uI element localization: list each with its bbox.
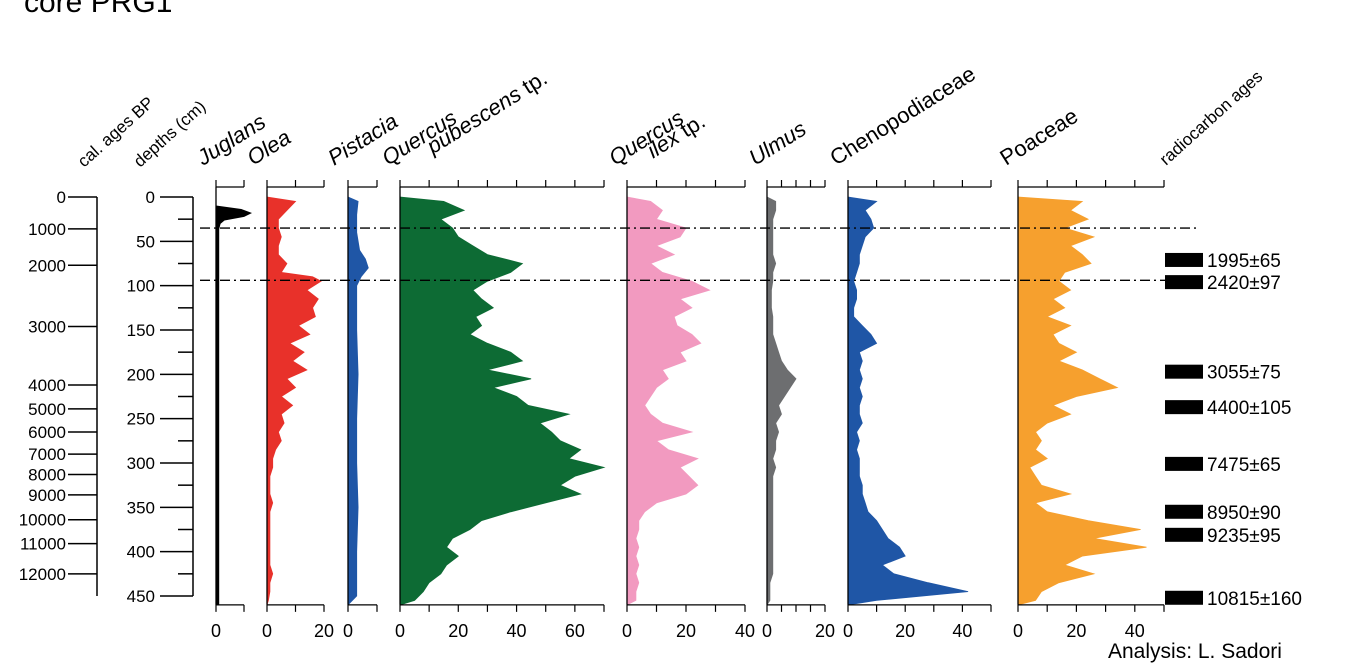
cal-age-tick-label: 2000	[28, 256, 66, 275]
cal-age-tick-label: 8000	[28, 466, 66, 485]
quercus-ilex-tp-tick-label: 40	[735, 621, 755, 641]
olea-tick-label: 20	[314, 621, 334, 641]
depth-tick-label: 100	[127, 277, 155, 296]
radiocarbon-date-label: 8950±90	[1207, 503, 1281, 524]
radiocarbon-date-bar	[1165, 252, 1203, 267]
poaceae-tick-label: 20	[1066, 621, 1086, 641]
radiocarbon-date-bar	[1165, 527, 1203, 542]
cal-age-tick-label: 12000	[19, 565, 66, 584]
radiocarbon-date-label: 3055±75	[1207, 363, 1281, 384]
quercus-pubescens-tp-area	[399, 196, 606, 606]
radiocarbon-date-bar	[1165, 456, 1203, 471]
depth-tick-label: 0	[146, 188, 155, 207]
ulmus-label-part: Ulmus	[744, 116, 810, 170]
radiocarbon-date-bar	[1165, 275, 1203, 290]
radiocarbon-date-label: 7475±65	[1207, 455, 1281, 476]
chart-title: core PRG1	[24, 0, 173, 19]
radiocarbon-date-bar	[1165, 504, 1203, 519]
radiocarbon-date-label: 10815±160	[1207, 589, 1302, 610]
depth-tick-label: 50	[136, 232, 155, 251]
chenopodiaceae-tick-label: 20	[895, 621, 915, 641]
depth-tick-label: 150	[127, 321, 155, 340]
ulmus-label: Ulmus	[744, 116, 810, 170]
cal-age-tick-label: 10000	[19, 511, 66, 530]
ulmus-area	[766, 196, 797, 607]
analysis-credit: Analysis: L. Sadori	[1108, 640, 1282, 663]
quercus-pubescens-tp-label: Quercuspubescens tp.	[377, 53, 551, 182]
cal-age-tick-label: 5000	[28, 400, 66, 419]
radiocarbon-ages-label: radiocarbon ages	[1156, 67, 1266, 169]
poaceae-label: Poaceae	[995, 103, 1082, 170]
radiocarbon-date-bar	[1165, 590, 1203, 605]
depth-tick-label: 400	[127, 543, 155, 562]
cal-age-tick-label: 11000	[20, 535, 66, 554]
quercus-ilex-tp-area	[626, 196, 711, 606]
quercus-ilex-tp-label: Quercusilex tp.	[604, 96, 709, 182]
radiocarbon-date-label: 4400±105	[1207, 398, 1291, 419]
radiocarbon-date-bar	[1165, 400, 1203, 415]
quercus-pubescens-tp-tick-label: 0	[395, 621, 405, 641]
depth-tick-label: 450	[127, 587, 155, 606]
quercus-ilex-tp-tick-label: 20	[676, 621, 696, 641]
pistacia-area	[347, 196, 369, 606]
chenopodiaceae-area	[847, 196, 969, 606]
poaceae-tick-label: 0	[1013, 621, 1023, 641]
radiocarbon-date-label: 1995±65	[1207, 251, 1281, 272]
cal-age-tick-label: 4000	[28, 376, 66, 395]
cal-age-tick-label: 9000	[28, 486, 66, 505]
cal-age-tick-label: 7000	[28, 445, 66, 464]
cal-age-tick-label: 3000	[28, 317, 66, 336]
olea-area	[266, 196, 322, 606]
quercus-pubescens-tp-tick-label: 20	[448, 621, 468, 641]
depth-tick-label: 250	[127, 410, 155, 429]
radiocarbon-date-bar	[1165, 364, 1203, 379]
ulmus-tick-label: 20	[815, 621, 835, 641]
depth-tick-label: 200	[127, 365, 155, 384]
quercus-pubescens-tp-tick-label: 60	[565, 621, 585, 641]
juglans-area	[215, 197, 253, 606]
radiocarbon-date-label: 9235±95	[1207, 526, 1281, 547]
poaceae-area	[1017, 196, 1147, 606]
cal-age-tick-label: 1000	[28, 220, 66, 239]
cal-age-tick-label: 0	[57, 188, 66, 207]
depth-tick-label: 300	[127, 454, 155, 473]
poaceae-label-part: Poaceae	[995, 103, 1082, 170]
chenopodiaceae-label: Chenopodiaceae	[825, 61, 979, 170]
olea-tick-label: 0	[262, 621, 272, 641]
chenopodiaceae-tick-label: 40	[952, 621, 972, 641]
radiocarbon-date-label: 2420±97	[1207, 273, 1281, 294]
quercus-pubescens-tp-tick-label: 40	[507, 621, 527, 641]
poaceae-tick-label: 40	[1125, 621, 1145, 641]
juglans-tick-label: 0	[211, 621, 221, 641]
pistacia-tick-label: 0	[343, 621, 353, 641]
ulmus-tick-label: 0	[762, 621, 772, 641]
depth-tick-label: 350	[127, 498, 155, 517]
quercus-ilex-tp-tick-label: 0	[622, 621, 632, 641]
chenopodiaceae-tick-label: 0	[843, 621, 853, 641]
chenopodiaceae-label-part: Chenopodiaceae	[825, 61, 979, 170]
cal-age-tick-label: 6000	[28, 423, 66, 442]
